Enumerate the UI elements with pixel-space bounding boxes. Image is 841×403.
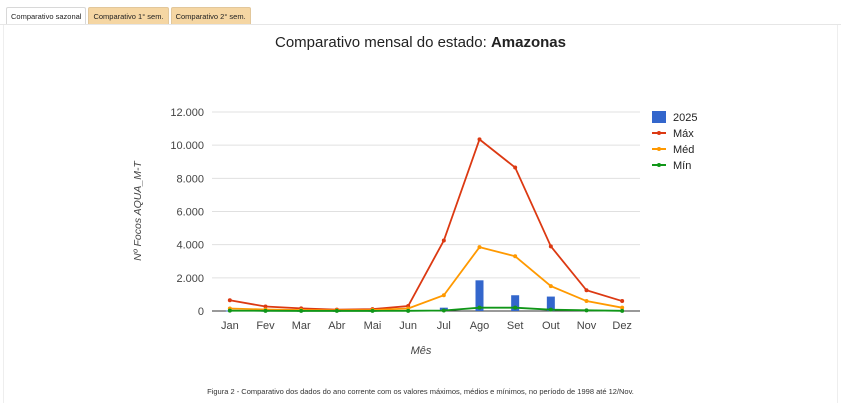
y-tick-label: 4.000 (176, 240, 204, 252)
tab-comparativo-1-sem[interactable]: Comparativo 1° sem. (88, 7, 169, 24)
y-tick-label: 6.000 (176, 207, 204, 219)
y-tick-label: 10.000 (170, 140, 204, 152)
point-max (620, 299, 625, 304)
point-min (513, 305, 518, 310)
series-line-min (229, 306, 623, 312)
y-tick-label: 2.000 (176, 273, 204, 285)
chart-title-prefix: Comparativo mensal do estado: (275, 34, 491, 51)
panel-border-left (3, 25, 4, 403)
y-tick-label: 8.000 (176, 173, 204, 185)
x-tick-label: Out (542, 320, 560, 332)
point-med (620, 305, 625, 310)
tab-comparativo-2-sem[interactable]: Comparativo 2° sem. (170, 7, 251, 24)
legend-marker-min (657, 163, 661, 167)
x-tick-label: Jan (221, 320, 239, 332)
point-min (263, 308, 268, 313)
x-axis-title: Mês (411, 345, 432, 357)
point-max (548, 244, 553, 249)
legend-marker-med (657, 147, 661, 151)
x-tick-label: Abr (328, 320, 345, 332)
tab-comparativo-sazonal[interactable]: Comparativo sazonal (6, 7, 87, 24)
x-tick-label: Set (507, 320, 524, 332)
x-tick-label: Jun (399, 320, 417, 332)
series-line-med (229, 246, 623, 312)
point-max (513, 165, 518, 170)
y-axis-title: Nº Focos AQUA_M-T (132, 160, 144, 261)
point-max (584, 288, 589, 293)
figure-caption: Figura 2 - Comparativo dos dados do ano … (207, 387, 634, 396)
point-min (441, 308, 446, 313)
point-min (584, 308, 589, 313)
x-tick-label: Dez (612, 320, 632, 332)
point-max (477, 137, 482, 142)
tab-divider (0, 24, 841, 25)
panel-border-right (837, 25, 838, 403)
point-max (441, 238, 446, 243)
point-min (548, 307, 553, 312)
legend-label: Méd (673, 144, 694, 156)
bar-2025 (511, 295, 520, 311)
legend-label: Máx (673, 128, 694, 140)
point-min (620, 308, 625, 313)
point-med (513, 254, 518, 259)
point-min (370, 308, 375, 313)
bar-2025 (546, 296, 555, 311)
tab-bar: Comparativo sazonal Comparativo 1° sem. … (6, 7, 251, 24)
x-tick-label: Mar (292, 320, 311, 332)
point-med (441, 293, 446, 298)
x-tick-label: Jul (437, 320, 451, 332)
point-min (227, 308, 232, 313)
point-med (584, 299, 589, 304)
x-tick-label: Fev (256, 320, 275, 332)
point-med (477, 245, 482, 250)
point-min (334, 308, 339, 313)
bar-2025 (475, 280, 484, 311)
legend-marker-max (657, 131, 661, 135)
legend-label: 2025 (673, 112, 697, 124)
point-max (227, 298, 232, 303)
point-min (477, 305, 482, 310)
x-tick-label: Nov (577, 320, 597, 332)
point-min (299, 308, 304, 313)
x-tick-label: Mai (364, 320, 382, 332)
x-tick-label: Ago (470, 320, 490, 332)
point-med (548, 284, 553, 289)
legend-swatch-2025 (652, 111, 666, 123)
series-line-max (229, 137, 623, 311)
point-max (263, 304, 268, 309)
y-tick-label: 0 (198, 306, 204, 318)
legend-label: Mín (673, 160, 691, 172)
chart-title: Comparativo mensal do estado: Amazonas (0, 34, 841, 51)
chart-title-state: Amazonas (490, 34, 566, 51)
y-tick-label: 12.000 (170, 107, 204, 119)
point-min (406, 308, 411, 313)
